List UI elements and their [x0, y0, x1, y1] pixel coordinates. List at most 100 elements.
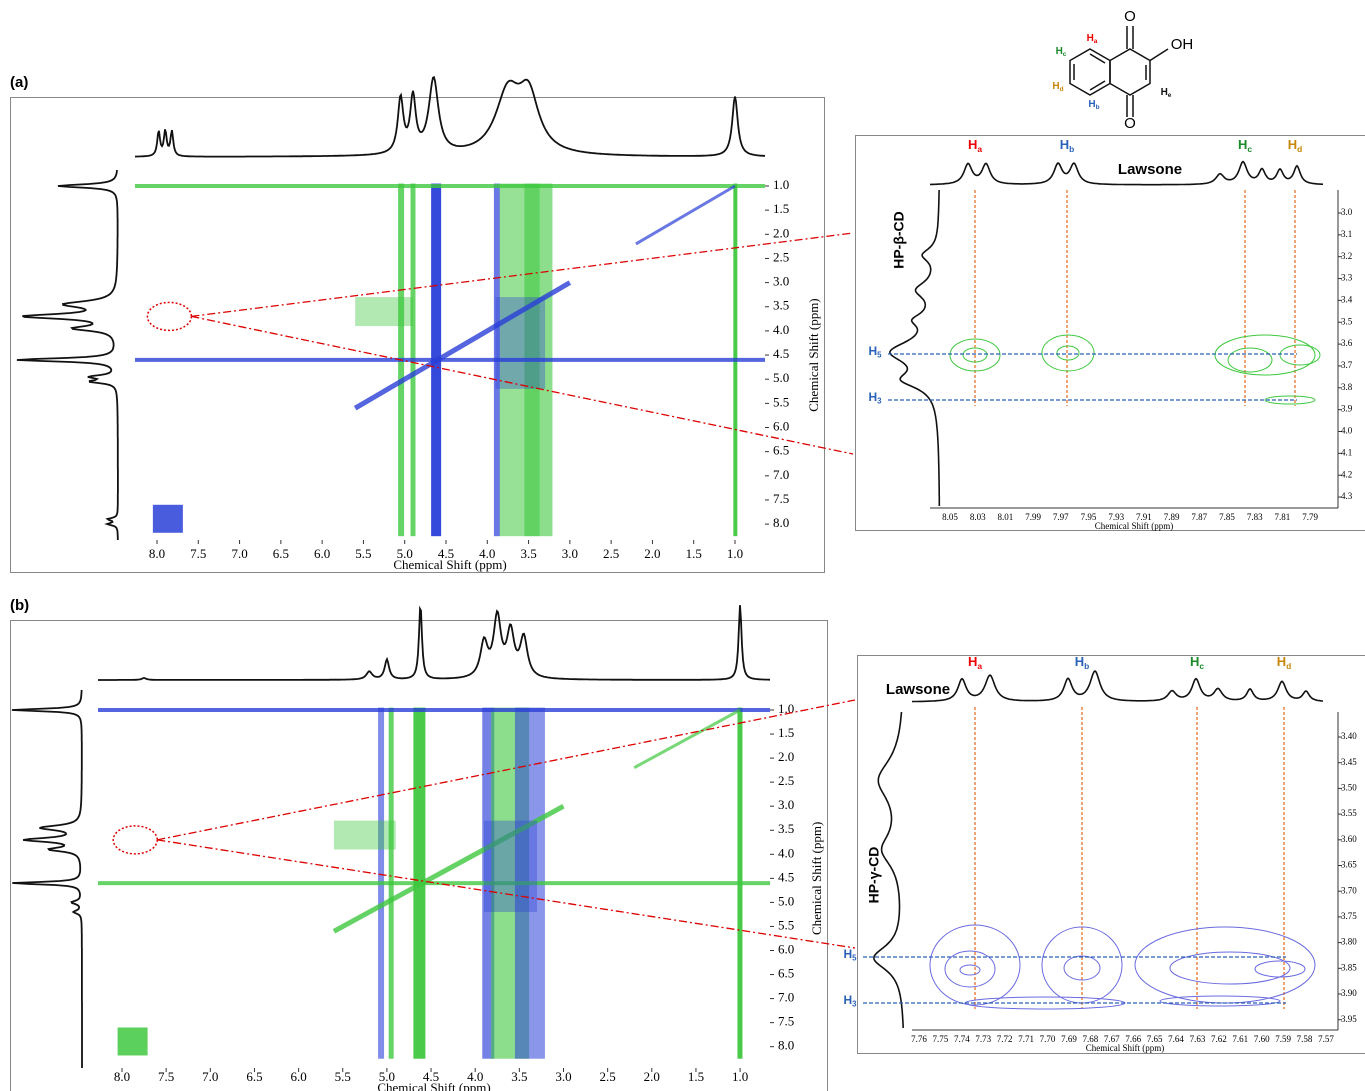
peak-label-sub: c [1199, 661, 1204, 671]
proton-label-main: H [1052, 81, 1059, 92]
contour-band [98, 881, 770, 886]
inset-x-tick-label: 8.01 [998, 512, 1014, 522]
inset-x-tick-label: 7.93 [1108, 512, 1124, 522]
inset-contour [1279, 344, 1321, 366]
atom: O [1124, 8, 1136, 25]
cross-peak [117, 1027, 148, 1056]
y-tick-label: 6.5 [778, 966, 794, 981]
x-tick-label: 8.0 [114, 1069, 130, 1084]
inset-x-tick-label: 7.71 [1018, 1034, 1034, 1044]
atom: O [1124, 115, 1136, 132]
x-tick-label: 2.5 [603, 546, 619, 561]
y-tick-label: 7.0 [773, 467, 789, 482]
inset-x-tick-label: 7.57 [1318, 1034, 1334, 1044]
y-tick-label: 1.5 [773, 201, 789, 216]
peak-label-sub: a [977, 144, 982, 154]
host-proton-label-sub: 5 [852, 954, 857, 963]
proton-label-main: H [1087, 33, 1094, 44]
x-tick-label: 1.5 [686, 546, 702, 561]
inset-x-axis-title: Chemical Shift (ppm) [1086, 1043, 1165, 1053]
panel-label: (b) [10, 597, 29, 614]
inset-y-tick-label: 3.2 [1341, 251, 1352, 261]
proton-label-sub: c [1063, 51, 1067, 58]
peak-label: Hb [1060, 137, 1075, 154]
inset-x-tick-label: 7.66 [1125, 1034, 1141, 1044]
y-tick-label: 4.0 [778, 845, 794, 860]
x-tick-label: 5.5 [355, 546, 371, 561]
inset-contour [1169, 951, 1291, 985]
inset-x-tick-label: 7.58 [1297, 1034, 1313, 1044]
peak-label: Hc [1190, 654, 1204, 671]
projection-left [11, 690, 83, 1068]
peak-label-main: H [1277, 654, 1286, 669]
inset-contour [1056, 345, 1080, 361]
x-tick-label: 1.5 [688, 1069, 704, 1084]
inset-x-tick-label: 7.95 [1081, 512, 1097, 522]
inset-x-tick-label: 7.70 [1040, 1034, 1056, 1044]
x-tick-label: 3.0 [555, 1069, 571, 1084]
x-tick-label: 5.5 [335, 1069, 351, 1084]
peak-label-sub: c [1247, 144, 1252, 154]
y-tick-label: 7.5 [778, 1014, 794, 1029]
peak-label: Ha [968, 654, 982, 671]
proton-label: Hc [1056, 46, 1067, 58]
y-tick-label: 3.5 [773, 298, 789, 313]
peak-label-main: H [1060, 137, 1069, 152]
host-proton-label: H3 [843, 993, 857, 1008]
inset-x-tick-label: 8.05 [942, 512, 958, 522]
inset-x-tick-label: 7.74 [954, 1034, 970, 1044]
y-tick-label: 5.0 [773, 370, 789, 385]
host-proton-label-sub: 5 [877, 351, 882, 360]
inset-contour [929, 924, 1021, 1006]
y-tick-label: 8.0 [773, 515, 789, 530]
inset-y-tick-label: 3.90 [1341, 988, 1357, 998]
inset-x-tick-label: 7.99 [1025, 512, 1041, 522]
inset-y-tick-label: 3.8 [1341, 382, 1353, 392]
x-tick-label: 2.0 [644, 1069, 660, 1084]
inset-y-tick-label: 3.5 [1341, 316, 1353, 326]
inset-x-tick-label: 7.60 [1254, 1034, 1270, 1044]
y-tick-label: 5.5 [778, 917, 794, 932]
peak-label-main: H [1288, 137, 1297, 152]
inset-y-tick-label: 3.40 [1341, 731, 1357, 741]
inset-x-tick-label: 7.63 [1190, 1034, 1206, 1044]
y-tick-label: 6.5 [773, 443, 789, 458]
inset-x-tick-label: 7.87 [1191, 512, 1207, 522]
inset-y-tick-label: 3.65 [1341, 860, 1357, 870]
peak-label: Hc [1238, 137, 1252, 154]
inset-y-tick-label: 4.2 [1341, 469, 1352, 479]
y-axis-title: Chemical Shift (ppm) [806, 298, 821, 411]
host-proton-label: H3 [868, 390, 882, 405]
peak-label: Hd [1288, 137, 1303, 154]
inset-contour [1254, 960, 1306, 978]
inset-y-tick-label: 3.7 [1341, 360, 1353, 370]
inset-x-tick-label: 7.64 [1168, 1034, 1184, 1044]
x-axis-title: Chemical Shift (ppm) [377, 1080, 490, 1091]
peak-label-sub: b [1069, 144, 1074, 154]
x-tick-label: 6.5 [273, 546, 289, 561]
peak-label-main: H [1075, 654, 1084, 669]
inset-y-tick-label: 3.95 [1341, 1014, 1357, 1024]
inset-x-tick-label: 7.85 [1219, 512, 1235, 522]
proton-label-sub: b [1096, 104, 1100, 111]
inset-x-tick-label: 7.62 [1211, 1034, 1227, 1044]
proton-label-main: H [1088, 99, 1095, 110]
diagonal-contour [353, 280, 572, 411]
y-tick-label: 4.0 [773, 322, 789, 337]
x-tick-label: 1.0 [732, 1069, 748, 1084]
peak-label-main: H [968, 137, 977, 152]
peak-label-main: H [968, 654, 977, 669]
y-tick-label: 6.0 [773, 418, 789, 433]
inset-y-tick-label: 3.55 [1341, 808, 1357, 818]
x-tick-label: 7.5 [158, 1069, 174, 1084]
y-tick-label: 6.0 [778, 941, 794, 956]
panel-label: (a) [10, 74, 28, 91]
projection-top [134, 75, 766, 158]
peak-label: Hd [1277, 654, 1292, 671]
inset-y-tick-label: 4.3 [1341, 491, 1353, 501]
x-tick-label: 5.0 [397, 546, 413, 561]
y-tick-label: 4.5 [773, 346, 789, 361]
peak-label-sub: b [1084, 661, 1089, 671]
host-label: HP-γ-CD [866, 847, 882, 904]
